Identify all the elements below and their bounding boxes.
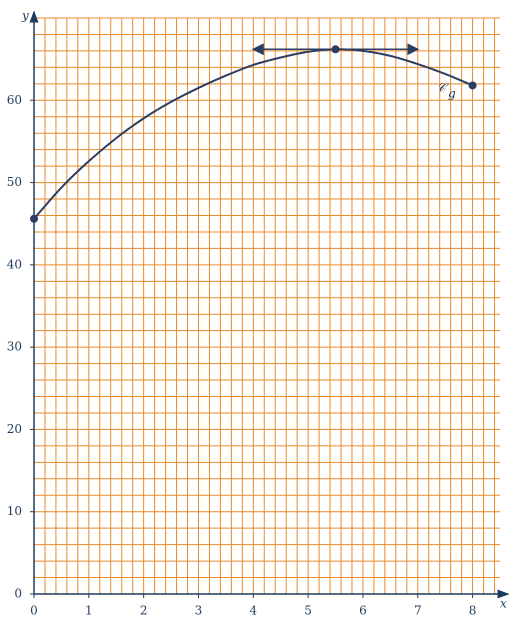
curve-label-sub: g	[448, 87, 456, 101]
curve	[33, 48, 473, 220]
x-tick-label: 7	[414, 604, 422, 618]
point	[468, 81, 477, 90]
x-tick-label: 3	[195, 604, 203, 618]
y-tick-label: 40	[7, 257, 22, 271]
y-tick-label: 60	[7, 93, 22, 107]
y-axis-label: y	[21, 9, 29, 23]
x-tick-label: 4	[249, 604, 257, 618]
grid	[33, 17, 500, 595]
y-tick-label: 10	[7, 504, 22, 518]
x-tick-label: 0	[30, 604, 38, 618]
y-tick-label: 0	[14, 587, 22, 601]
y-tick-label: 50	[7, 175, 22, 189]
x-tick-label: 1	[85, 604, 93, 618]
point	[30, 214, 38, 223]
x-tick-label: 8	[469, 604, 477, 618]
x-tick-label: 6	[359, 604, 367, 618]
y-tick-label: 20	[7, 422, 22, 436]
point	[331, 45, 340, 54]
x-axis-label: x	[500, 597, 507, 611]
x-tick-label: 2	[140, 604, 148, 618]
y-tick-label: 30	[7, 340, 22, 354]
x-tick-label: 5	[304, 604, 312, 618]
